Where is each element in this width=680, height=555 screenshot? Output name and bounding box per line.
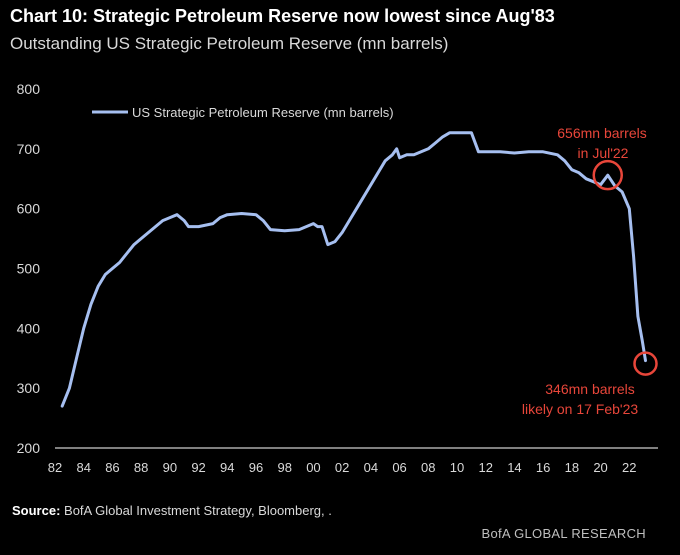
x-tick-label: 20 bbox=[593, 460, 607, 475]
source-label: Source: bbox=[12, 503, 61, 518]
y-tick-label: 500 bbox=[17, 261, 41, 277]
annotation-peak-label: 656mn barrels bbox=[557, 125, 647, 141]
x-axis: 82 84 86 88 90 92 94 96 98 00 02 04 06 08 10 12 14 16 18 20… bbox=[48, 460, 637, 475]
y-tick-label: 400 bbox=[17, 320, 41, 336]
y-tick-label: 200 bbox=[17, 440, 41, 456]
x-tick-label: 98 bbox=[277, 460, 291, 475]
x-tick-label: 90 bbox=[163, 460, 177, 475]
series-line bbox=[60, 131, 647, 408]
chart-subtitle: Outstanding US Strategic Petroleum Reser… bbox=[10, 34, 449, 53]
series-layer bbox=[60, 131, 647, 408]
x-tick-label: 94 bbox=[220, 460, 234, 475]
source-note: Source: BofA Global Investment Strategy,… bbox=[12, 503, 332, 518]
x-tick-label: 16 bbox=[536, 460, 550, 475]
x-tick-label: 10 bbox=[450, 460, 464, 475]
x-tick-label: 06 bbox=[392, 460, 406, 475]
highlight-circle-low bbox=[633, 351, 658, 376]
annotation-low-label: likely on 17 Feb'23 bbox=[522, 401, 639, 417]
y-tick-label: 600 bbox=[17, 201, 41, 217]
y-tick-label: 300 bbox=[17, 380, 41, 396]
legend: US Strategic Petroleum Reserve (mn barre… bbox=[92, 105, 394, 120]
x-tick-label: 84 bbox=[76, 460, 90, 475]
highlight-circle-peak bbox=[592, 159, 623, 191]
legend-label: US Strategic Petroleum Reserve (mn barre… bbox=[132, 105, 394, 120]
chart-area: 200 300 400 500 600 700 800 82 84 86 88 90 92 94 96 98… bbox=[17, 81, 658, 475]
x-tick-label: 88 bbox=[134, 460, 148, 475]
x-tick-label: 12 bbox=[478, 460, 492, 475]
y-axis: 200 300 400 500 600 700 800 bbox=[17, 81, 41, 456]
chart-title: Chart 10: Strategic Petroleum Reserve no… bbox=[10, 6, 555, 26]
source-text: BofA Global Investment Strategy, Bloombe… bbox=[64, 503, 332, 518]
x-tick-label: 96 bbox=[249, 460, 263, 475]
x-tick-label: 14 bbox=[507, 460, 521, 475]
brand-footer: BofA GLOBAL RESEARCH bbox=[481, 526, 646, 541]
x-tick-label: 92 bbox=[191, 460, 205, 475]
annotation-low-label: 346mn barrels bbox=[545, 381, 635, 397]
annotations: 656mn barrels in Jul'22 346mn barrels likel… bbox=[522, 125, 658, 417]
x-tick-label: 08 bbox=[421, 460, 435, 475]
y-tick-label: 700 bbox=[17, 141, 41, 157]
x-tick-label: 00 bbox=[306, 460, 320, 475]
x-tick-label: 18 bbox=[565, 460, 579, 475]
x-tick-label: 04 bbox=[364, 460, 378, 475]
x-tick-label: 86 bbox=[105, 460, 119, 475]
x-tick-label: 02 bbox=[335, 460, 349, 475]
annotation-peak-label: in Jul'22 bbox=[578, 145, 629, 161]
x-tick-label: 82 bbox=[48, 460, 62, 475]
y-tick-label: 800 bbox=[17, 81, 41, 97]
x-tick-label: 22 bbox=[622, 460, 636, 475]
